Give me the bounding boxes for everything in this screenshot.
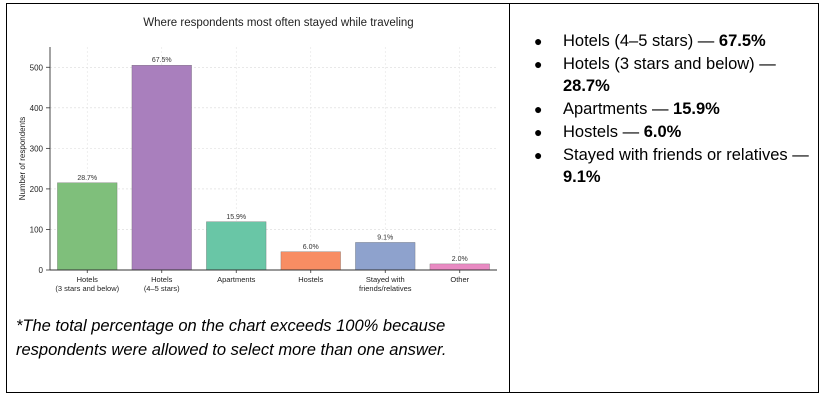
- item-label: Stayed with friends or relatives —: [563, 146, 809, 164]
- x-tick-label: (3 stars and below): [55, 284, 119, 293]
- item-label: Hostels —: [563, 123, 644, 141]
- x-tick-label: Hotels: [77, 275, 99, 284]
- bullet-icon: ●: [534, 33, 543, 49]
- item-label: Apartments —: [563, 100, 674, 118]
- data-label: 28.7%: [77, 175, 97, 182]
- item-value: 9.1%: [563, 168, 601, 186]
- stats-list: ● Hotels (4–5 stars) — 67.5% ● Hotels (3 s…: [534, 30, 812, 189]
- data-label: 15.9%: [226, 214, 246, 221]
- x-tick-label: friends/relatives: [359, 284, 412, 293]
- chart-title: Where respondents most often stayed whil…: [143, 17, 413, 29]
- x-tick-label: Apartments: [217, 275, 256, 284]
- bullet-icon: ●: [534, 56, 543, 72]
- list-item: ● Stayed with friends or relatives — 9.1%: [534, 144, 812, 188]
- data-label: 6.0%: [303, 244, 319, 251]
- bar: [355, 242, 416, 271]
- item-label: Hotels (4–5 stars) —: [563, 32, 719, 50]
- bar: [57, 182, 118, 271]
- x-tick-label: (4–5 stars): [144, 284, 180, 293]
- x-tick-label: Hostels: [298, 275, 323, 284]
- item-value: 67.5%: [718, 32, 766, 50]
- y-axis-label: Number of respondents: [18, 117, 27, 201]
- bar: [280, 251, 341, 271]
- item-value: 15.9%: [673, 100, 720, 118]
- chart-cell: Where respondents most often stayed whil…: [7, 4, 509, 304]
- y-tick-label: 200: [30, 185, 44, 194]
- x-tick-label: Stayed with: [366, 275, 405, 284]
- bullet-icon: ●: [534, 124, 543, 140]
- data-label: 67.5%: [152, 57, 172, 64]
- bar: [206, 221, 267, 271]
- y-tick-label: 300: [30, 144, 44, 153]
- item-value: 28.7%: [563, 77, 610, 95]
- data-label: 2.0%: [452, 256, 468, 263]
- bar-chart: Where respondents most often stayed whil…: [18, 17, 497, 293]
- table-frame: [6, 3, 819, 393]
- bar: [429, 263, 490, 271]
- footnote: *The total percentage on the chart excee…: [16, 317, 447, 359]
- list-item: ● Hotels (3 stars and below) — 28.7%: [534, 53, 812, 97]
- y-tick-label: 400: [30, 104, 44, 113]
- bullet-icon: ●: [534, 101, 543, 117]
- y-tick-label: 0: [39, 266, 44, 275]
- y-tick-label: 100: [30, 225, 44, 234]
- item-label: Hotels (3 stars and below) —: [563, 55, 776, 73]
- bullet-icon: ●: [534, 147, 543, 163]
- x-tick-label: Other: [450, 275, 469, 284]
- bar: [131, 65, 192, 271]
- item-value: 6.0%: [643, 123, 682, 141]
- list-item: ● Apartments — 15.9%: [534, 98, 812, 120]
- list-item: ● Hostels — 6.0%: [534, 121, 812, 143]
- x-tick-label: Hotels: [151, 275, 173, 284]
- column-divider: [509, 3, 510, 393]
- list-item: ● Hotels (4–5 stars) — 67.5%: [534, 30, 812, 52]
- y-tick-label: 500: [30, 63, 44, 72]
- data-label: 9.1%: [377, 234, 393, 241]
